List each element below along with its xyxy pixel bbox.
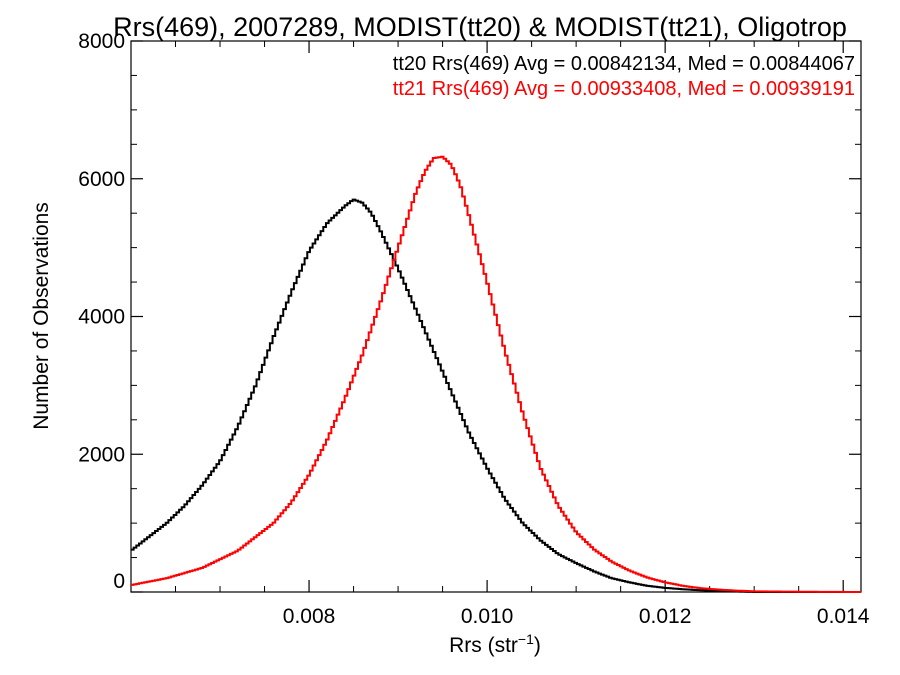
series-tt21-line bbox=[131, 155, 862, 593]
y-tick-label: 6000 bbox=[78, 168, 125, 191]
series-tt20-line bbox=[131, 198, 861, 593]
y-tick-label: 8000 bbox=[78, 30, 125, 53]
x-axis-label: Rrs (str−1) bbox=[449, 631, 541, 657]
y-axis-label: Number of Observations bbox=[30, 202, 53, 430]
series-layer bbox=[131, 155, 862, 593]
y-axis: 0 2000 4000 6000 8000 bbox=[78, 30, 861, 593]
y-tick-label: 4000 bbox=[78, 306, 125, 329]
legend-entry-tt20: tt20 Rrs(469) Avg = 0.00842134, Med = 0.… bbox=[393, 53, 855, 75]
x-tick-label: 0.008 bbox=[283, 605, 336, 628]
x-tick-label: 0.012 bbox=[639, 605, 692, 628]
legend-entry-tt21: tt21 Rrs(469) Avg = 0.00933408, Med = 0.… bbox=[393, 78, 855, 100]
y-tick-label: 2000 bbox=[78, 443, 125, 466]
x-axis-label-sup: −1 bbox=[518, 631, 534, 647]
x-tick-label: 0.014 bbox=[817, 605, 870, 628]
x-axis-label-close: ) bbox=[534, 634, 541, 657]
chart-title: Rrs(469), 2007289, MODIST(tt20) & MODIST… bbox=[113, 12, 847, 42]
x-axis-label-main: Rrs (str bbox=[449, 634, 518, 657]
x-axis: 0.008 0.010 0.012 0.014 bbox=[175, 41, 870, 628]
y-tick-label: 0 bbox=[113, 570, 125, 593]
x-tick-label: 0.010 bbox=[461, 605, 514, 628]
